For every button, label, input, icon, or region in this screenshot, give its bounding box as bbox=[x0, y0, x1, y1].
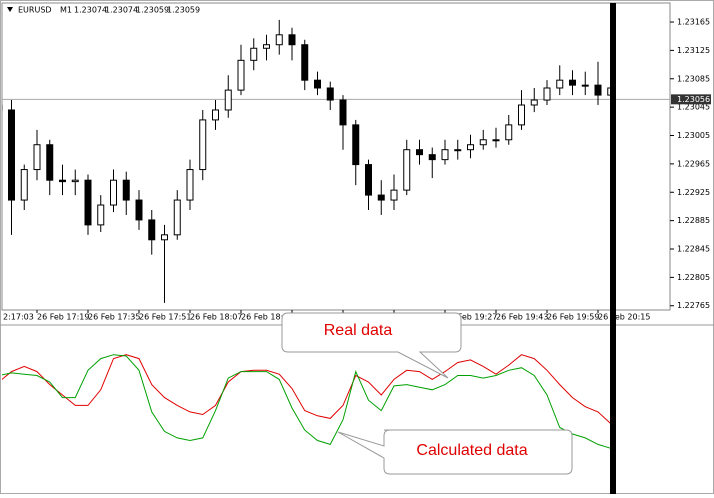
candle-body bbox=[454, 149, 462, 152]
candle-body bbox=[46, 144, 54, 181]
header-timeframe: M1 bbox=[60, 6, 72, 15]
y-tick-label: 1.23045 bbox=[677, 103, 710, 112]
x-tick-label: 26 Feb 19:27 bbox=[445, 313, 497, 322]
candle-body bbox=[59, 179, 66, 183]
candle-body bbox=[428, 154, 436, 161]
candle-body bbox=[530, 99, 538, 106]
candle-body bbox=[263, 44, 270, 49]
callout-label: Real data bbox=[324, 322, 393, 339]
candle-body bbox=[581, 84, 589, 87]
y-tick-label: 1.23125 bbox=[677, 46, 710, 55]
header-price: 1.23074 bbox=[74, 6, 107, 15]
callout-label: Calculated data bbox=[416, 442, 527, 459]
candle-body bbox=[339, 99, 347, 126]
candle-body bbox=[250, 47, 258, 61]
header-symbol: EURUSD bbox=[18, 6, 52, 15]
candle-body bbox=[8, 109, 15, 201]
callout-box bbox=[281, 312, 462, 379]
price-pane-border bbox=[1, 2, 671, 311]
candle-body bbox=[135, 199, 143, 221]
x-edge-label: 2:17:03 bbox=[3, 313, 34, 322]
y-tick-label: 1.22925 bbox=[677, 188, 710, 197]
candle-body bbox=[403, 149, 411, 191]
x-tick-label: 26 Feb 18:23 bbox=[241, 313, 293, 322]
candle-body bbox=[122, 179, 130, 201]
header-price: 1.23059 bbox=[136, 6, 169, 15]
menu-arrow[interactable] bbox=[7, 7, 13, 12]
callout-real: Real data bbox=[281, 312, 462, 379]
y-tick-label: 1.22885 bbox=[677, 216, 710, 225]
candle-body bbox=[161, 234, 168, 241]
current-price-box bbox=[671, 94, 711, 105]
y-tick-label: 1.22845 bbox=[677, 245, 710, 254]
candle-body bbox=[97, 204, 105, 226]
candle-body bbox=[441, 149, 449, 161]
candle-body bbox=[148, 219, 156, 241]
y-tick-label: 1.22805 bbox=[677, 273, 710, 282]
current-price-label: 1.23056 bbox=[677, 95, 710, 104]
indicator-pane bbox=[2, 354, 612, 449]
indicator-line bbox=[2, 354, 612, 424]
x-tick-label: 26 Feb 20:15 bbox=[598, 313, 650, 322]
x-tick-label: 26 Feb 17:35 bbox=[88, 313, 140, 322]
candle-body bbox=[212, 109, 219, 121]
candle-body bbox=[301, 44, 309, 81]
indicator-line bbox=[2, 354, 611, 449]
callout-calculated: Calculated data bbox=[337, 429, 573, 475]
header-price: 1.23059 bbox=[167, 6, 200, 15]
candle-body bbox=[479, 139, 487, 146]
candle-body bbox=[237, 59, 245, 91]
candle-body bbox=[275, 34, 283, 46]
candle-body bbox=[416, 149, 423, 156]
candle-body bbox=[110, 179, 117, 206]
y-tick-label: 1.23085 bbox=[677, 74, 710, 83]
candle-body bbox=[199, 119, 207, 171]
callout-box bbox=[337, 429, 573, 475]
candle-body bbox=[173, 199, 181, 236]
candle-body bbox=[326, 87, 334, 101]
candle-body bbox=[186, 169, 194, 201]
x-tick-label: 26 Feb 19:43 bbox=[496, 313, 548, 322]
candle-body bbox=[390, 189, 398, 201]
candle-body bbox=[365, 164, 372, 196]
candle-body bbox=[467, 144, 474, 151]
candle-body bbox=[543, 87, 551, 101]
x-tick-label: 26 Feb 17:19 bbox=[37, 313, 89, 322]
candle-body bbox=[518, 104, 525, 126]
candle-body bbox=[84, 179, 92, 226]
candle-body bbox=[377, 194, 385, 201]
x-tick-label: 26 Feb 17:51 bbox=[139, 313, 191, 322]
candle-body bbox=[556, 79, 564, 89]
candle-body bbox=[594, 84, 602, 96]
y-tick-label: 1.22765 bbox=[677, 301, 710, 310]
y-tick-label: 1.23165 bbox=[677, 18, 710, 27]
candle-body bbox=[314, 79, 321, 89]
candle-body bbox=[505, 124, 513, 141]
candle-body bbox=[492, 139, 500, 142]
candle-body bbox=[71, 179, 79, 183]
candle-body bbox=[20, 169, 28, 201]
candle-body bbox=[33, 144, 41, 171]
candle-body bbox=[569, 79, 576, 86]
candle-body bbox=[288, 34, 296, 46]
x-tick-label: 26 Feb 19:59 bbox=[547, 313, 599, 322]
y-tick-label: 1.22965 bbox=[677, 159, 710, 168]
price-pane bbox=[2, 19, 670, 303]
x-tick-label: 26 Feb 18:07 bbox=[190, 313, 242, 322]
vertical-marker bbox=[610, 3, 616, 494]
candle-body bbox=[352, 124, 360, 166]
y-tick-label: 1.23005 bbox=[677, 131, 710, 140]
header-price: 1.23074 bbox=[105, 6, 138, 15]
candle-body bbox=[224, 89, 232, 111]
